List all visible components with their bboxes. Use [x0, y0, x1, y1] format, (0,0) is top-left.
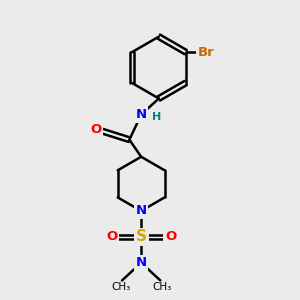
Text: S: S — [136, 230, 147, 244]
Text: O: O — [106, 230, 117, 243]
Text: N: N — [136, 108, 147, 121]
Text: O: O — [91, 123, 102, 136]
Text: N: N — [136, 205, 147, 218]
Text: Br: Br — [198, 46, 214, 59]
Text: N: N — [136, 256, 147, 269]
Text: O: O — [165, 230, 176, 243]
Text: H: H — [152, 112, 161, 122]
Text: CH₃: CH₃ — [152, 282, 171, 292]
Text: CH₃: CH₃ — [111, 282, 130, 292]
